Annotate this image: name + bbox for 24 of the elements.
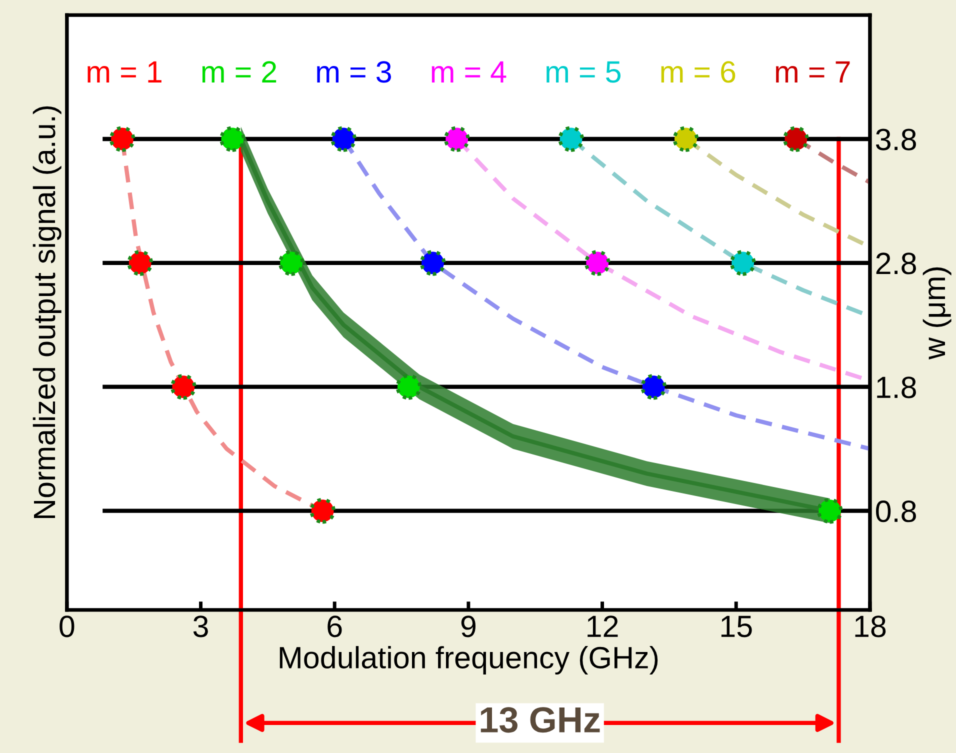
series-label: m = 3 <box>317 61 392 83</box>
x-tick-label: 15 <box>721 616 752 638</box>
y2-tick-label: 1.8 <box>877 376 916 398</box>
x-tick-label: 12 <box>588 616 618 637</box>
series-label: m = 6 <box>661 61 736 83</box>
x-tick-label: 9 <box>461 616 476 638</box>
y2-axis-title: w (μm) <box>922 267 952 360</box>
point <box>672 126 699 152</box>
series-label: m = 1 <box>88 61 162 82</box>
x-axis-title: Modulation frequency (GHz) <box>280 646 658 675</box>
x-tick-label: 3 <box>193 616 208 638</box>
series-label: m = 4 <box>432 61 506 82</box>
y2-tick-label: 0.8 <box>876 500 916 522</box>
x-tick-label: 18 <box>855 616 886 638</box>
point <box>782 126 809 152</box>
series-label: m = 2 <box>202 61 276 82</box>
y-axis-title: Normalized output signal (a.u.) <box>32 106 62 518</box>
y2-tick-label: 2.8 <box>876 252 916 274</box>
x-tick-label: 0 <box>60 616 74 638</box>
series-label: m = 5 <box>546 61 621 83</box>
series-label: m = 7 <box>776 61 850 82</box>
x-tick-label: 6 <box>328 616 342 638</box>
text: 13 GHz <box>480 707 600 733</box>
y2-tick-label: 3.8 <box>876 128 916 150</box>
